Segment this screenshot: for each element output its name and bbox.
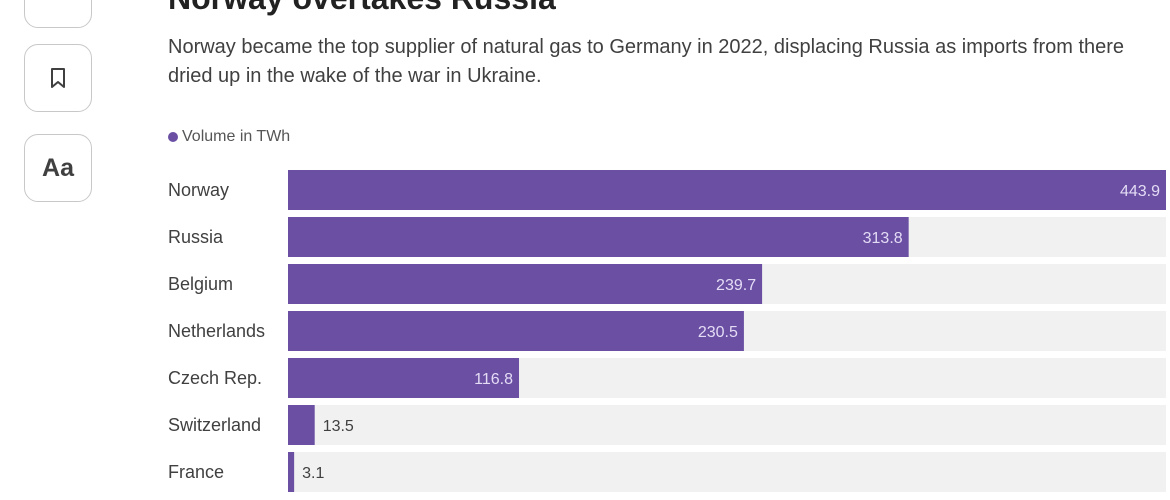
text-size-button[interactable]: Aa: [24, 134, 92, 202]
bar: [288, 217, 909, 257]
value-label: 116.8: [474, 371, 513, 388]
category-label: Netherlands: [168, 321, 265, 341]
legend: Volume in TWh: [168, 126, 290, 148]
bar: [288, 452, 295, 492]
value-label: 13.5: [323, 418, 354, 435]
value-label: 313.8: [863, 230, 903, 247]
category-label: Czech Rep.: [168, 368, 262, 388]
category-label: Norway: [168, 180, 229, 200]
bar: [288, 358, 520, 398]
category-label: Russia: [168, 227, 224, 247]
value-label: 230.5: [698, 324, 738, 341]
chart-subtitle: Norway became the top supplier of natura…: [168, 36, 1125, 87]
bar: [288, 405, 315, 445]
category-label: Belgium: [168, 274, 233, 294]
value-label: 239.7: [716, 277, 756, 294]
text-size-label: Aa: [42, 153, 74, 182]
bar: [288, 311, 744, 351]
legend-label: Volume in TWh: [182, 128, 291, 145]
category-label: France: [168, 462, 224, 482]
category-label: Switzerland: [168, 415, 261, 435]
bar-track: [288, 405, 1166, 445]
share-button[interactable]: [24, 0, 92, 28]
bar: [288, 170, 1166, 210]
value-label: 3.1: [302, 465, 324, 482]
bar: [288, 264, 763, 304]
value-label: 443.9: [1120, 183, 1160, 200]
bookmark-button[interactable]: [24, 44, 92, 112]
bar-track: [288, 452, 1166, 492]
legend-swatch: [168, 132, 178, 142]
chart-title: Norway overtakes Russia: [168, 0, 556, 17]
bookmark-icon: [51, 68, 65, 88]
